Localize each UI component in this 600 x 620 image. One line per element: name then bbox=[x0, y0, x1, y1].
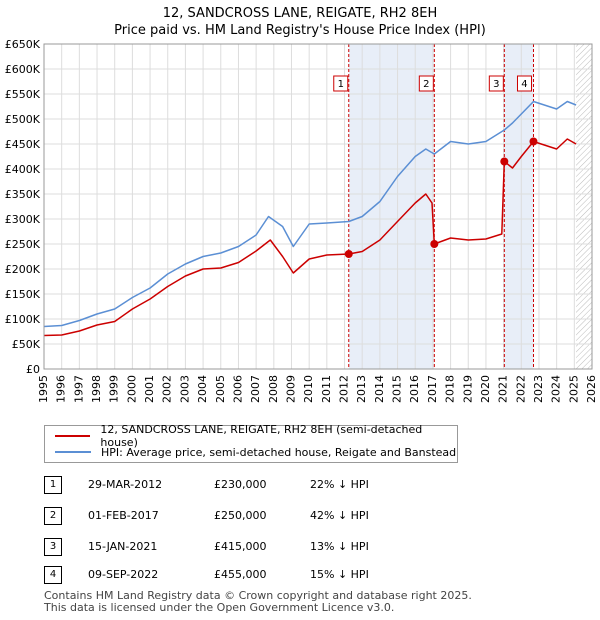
sale-marker-box bbox=[488, 75, 504, 92]
x-tick-label: 1999 bbox=[108, 375, 121, 403]
y-tick-label: £300K bbox=[5, 213, 41, 226]
legend-label-property: 12, SANDCROSS LANE, REIGATE, RH2 8EH (se… bbox=[100, 423, 423, 449]
sale-date: 01-FEB-2017 bbox=[88, 509, 159, 522]
sale-marker-label: 1 bbox=[338, 79, 344, 90]
forecast-hatch bbox=[576, 44, 592, 369]
footer-copyright: Contains HM Land Registry data © Crown c… bbox=[44, 589, 472, 602]
sale-marker-box bbox=[333, 75, 349, 92]
x-tick-label: 2017 bbox=[426, 375, 439, 403]
y-tick-label: £250K bbox=[5, 238, 41, 251]
sale-date: 09-SEP-2022 bbox=[88, 568, 159, 581]
x-tick-label: 2024 bbox=[550, 375, 563, 403]
x-tick-label: 2022 bbox=[514, 375, 527, 403]
sale-marker-label: 2 bbox=[423, 79, 429, 90]
sale-row: 3 15-JAN-2021 £415,000 13% ↓ HPI bbox=[44, 538, 404, 556]
x-tick-label: 2001 bbox=[143, 375, 156, 403]
x-tick-label: 2025 bbox=[567, 375, 580, 403]
x-tick-label: 2005 bbox=[214, 375, 227, 403]
x-tick-label: 2012 bbox=[338, 375, 351, 403]
sale-price: £230,000 bbox=[214, 478, 267, 491]
x-tick-label: 1995 bbox=[37, 375, 50, 403]
footer-licence: This data is licensed under the Open Gov… bbox=[44, 601, 395, 614]
x-tick-label: 2015 bbox=[391, 375, 404, 403]
y-tick-label: £0 bbox=[26, 363, 40, 376]
y-tick-label: £200K bbox=[5, 263, 41, 276]
ownership-band bbox=[348, 44, 435, 369]
y-tick-label: £500K bbox=[5, 113, 41, 126]
sale-date: 15-JAN-2021 bbox=[88, 540, 158, 553]
y-tick-label: £150K bbox=[5, 288, 41, 301]
legend-item-property: 12, SANDCROSS LANE, REIGATE, RH2 8EH (se… bbox=[55, 423, 457, 449]
chart-legend: 12, SANDCROSS LANE, REIGATE, RH2 8EH (se… bbox=[44, 423, 458, 463]
sale-price: £415,000 bbox=[214, 540, 267, 553]
x-tick-label: 2008 bbox=[267, 375, 280, 403]
price-chart: £0 £50K £100K £150K £200K £250K £300K £350K £400… bbox=[5, 38, 598, 403]
sale-number-badge: 1 bbox=[44, 476, 62, 494]
sale-marker-label: 4 bbox=[521, 79, 527, 90]
sale-hpi-diff: 15% ↓ HPI bbox=[310, 568, 369, 581]
hpi-series-line bbox=[43, 100, 577, 328]
legend-item-hpi: HPI: Average price, semi-detached house,… bbox=[55, 444, 456, 460]
x-tick-label: 1997 bbox=[72, 375, 85, 403]
x-tick-label: 1998 bbox=[90, 375, 103, 403]
ownership-band bbox=[504, 44, 534, 369]
sale-row: 2 01-FEB-2017 £250,000 42% ↓ HPI bbox=[44, 507, 404, 525]
legend-line-hpi bbox=[55, 451, 91, 453]
y-tick-label: £450K bbox=[5, 138, 41, 151]
sale-price: £455,000 bbox=[214, 568, 267, 581]
sale-point bbox=[344, 250, 353, 258]
sale-date: 29-MAR-2012 bbox=[88, 478, 163, 491]
sale-hpi-diff: 13% ↓ HPI bbox=[310, 540, 369, 553]
sale-marker-box bbox=[418, 75, 434, 92]
x-tick-label: 1996 bbox=[55, 375, 68, 403]
legend-line-property bbox=[55, 435, 91, 437]
x-tick-label: 2003 bbox=[178, 375, 191, 403]
x-tick-label: 2016 bbox=[408, 375, 421, 403]
x-tick-label: 2006 bbox=[231, 375, 244, 403]
property-series-line bbox=[43, 138, 577, 337]
x-tick-label: 2013 bbox=[355, 375, 368, 403]
x-tick-label: 2004 bbox=[196, 375, 209, 403]
x-tick-label: 2009 bbox=[284, 375, 297, 403]
chart-subtitle: Price paid vs. HM Land Registry's House … bbox=[114, 23, 486, 38]
x-tick-label: 2007 bbox=[249, 375, 262, 403]
legend-label-hpi: HPI: Average price, semi-detached house,… bbox=[101, 445, 457, 459]
x-tick-label: 2019 bbox=[461, 375, 474, 403]
x-tick-label: 2023 bbox=[532, 375, 545, 403]
x-tick-label: 2010 bbox=[302, 375, 315, 403]
plot-area bbox=[44, 44, 592, 369]
y-tick-label: £600K bbox=[5, 63, 41, 76]
chart-title: 12, SANDCROSS LANE, REIGATE, RH2 8EH bbox=[162, 6, 438, 21]
x-tick-label: 2018 bbox=[444, 375, 457, 403]
sale-number-badge: 3 bbox=[44, 538, 62, 556]
sale-point bbox=[529, 137, 538, 146]
x-tick-label: 2026 bbox=[585, 375, 598, 403]
y-tick-label: £50K bbox=[12, 338, 41, 351]
sale-point bbox=[430, 240, 439, 248]
sale-marker-label: 3 bbox=[493, 79, 499, 90]
sale-hpi-diff: 22% ↓ HPI bbox=[310, 478, 369, 491]
sale-number-badge: 4 bbox=[44, 566, 62, 584]
x-tick-label: 2020 bbox=[479, 375, 492, 403]
x-tick-label: 2021 bbox=[497, 375, 510, 403]
x-tick-label: 2014 bbox=[373, 375, 386, 403]
x-tick-label: 2000 bbox=[125, 375, 138, 403]
y-tick-label: £650K bbox=[5, 38, 41, 51]
sale-point bbox=[500, 157, 509, 166]
footer: Contains HM Land Registry data © Crown c… bbox=[44, 590, 472, 614]
y-tick-label: £550K bbox=[5, 88, 41, 101]
sale-hpi-diff: 42% ↓ HPI bbox=[310, 509, 369, 522]
sale-price: £250,000 bbox=[214, 509, 267, 522]
x-tick-label: 2002 bbox=[161, 375, 174, 403]
plot-frame bbox=[43, 43, 593, 370]
x-tick-label: 2011 bbox=[320, 375, 333, 403]
y-tick-label: £400K bbox=[5, 163, 41, 176]
sale-row: 1 29-MAR-2012 £230,000 22% ↓ HPI bbox=[44, 476, 404, 494]
y-tick-label: £350K bbox=[5, 188, 41, 201]
sale-row: 4 09-SEP-2022 £455,000 15% ↓ HPI bbox=[44, 566, 404, 584]
sale-marker-box bbox=[516, 75, 532, 92]
sale-number-badge: 2 bbox=[44, 507, 62, 525]
y-tick-label: £100K bbox=[5, 313, 41, 326]
